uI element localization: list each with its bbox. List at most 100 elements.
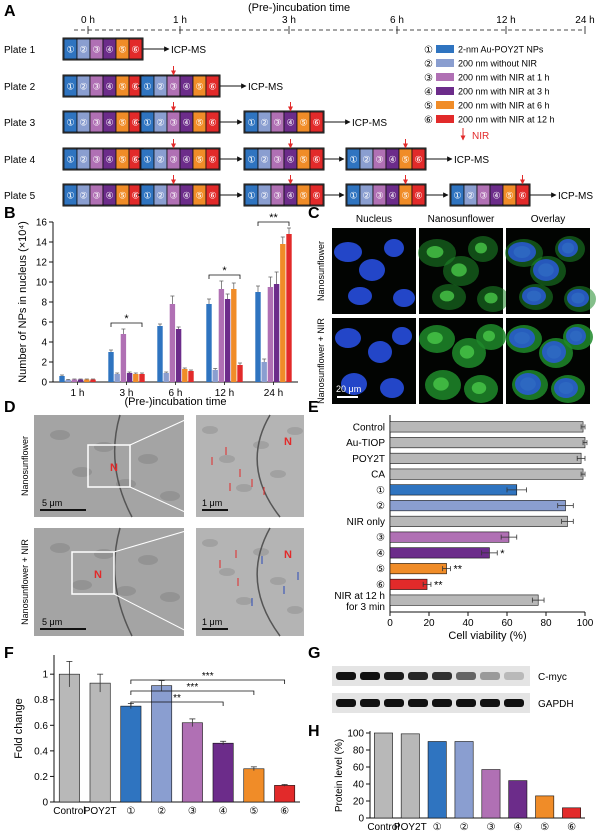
time-tick-label: 1 h [173, 15, 187, 26]
blot-band [360, 699, 380, 707]
well-label: ② [79, 82, 87, 92]
panel-b-bar-chart: 0 2 4 6 8 10 12 14 16 Number of NPs in nucleus (×… [17, 212, 298, 408]
texture [253, 548, 269, 556]
plate-label: Plate 4 [4, 155, 36, 166]
well-label: ③ [169, 118, 177, 128]
well-label: ⑥ [208, 118, 216, 128]
category-label: ⑤ [376, 564, 385, 575]
bar [562, 807, 581, 819]
blot-strip [332, 693, 530, 713]
well-label: ③ [375, 191, 383, 201]
well-label: ⑤ [401, 155, 409, 165]
y-tick-label: 20 [353, 797, 365, 808]
well-label: ④ [105, 45, 113, 55]
bar [89, 682, 111, 803]
panel-label-a: A [4, 3, 16, 20]
well [411, 184, 426, 206]
scale-bar-label: 20 μm [336, 384, 361, 394]
significance-bracket [257, 221, 290, 226]
x-tick-label: ④ [513, 822, 522, 833]
nucleus-stain [392, 327, 412, 345]
well-label: ① [66, 155, 74, 165]
green-signal [475, 242, 487, 254]
well-label: ② [79, 155, 87, 165]
texture [72, 580, 92, 590]
x-tick-label: 80 [540, 618, 552, 629]
bar [218, 289, 225, 382]
well-label: ① [247, 118, 255, 128]
x-tick-label: 60 [501, 618, 513, 629]
bar [120, 705, 142, 803]
row-label: Nanosunflower [316, 241, 326, 301]
well-label: ⑤ [195, 118, 203, 128]
well-label: ⑥ [208, 191, 216, 201]
green-signal [433, 377, 449, 391]
blot-band [480, 672, 500, 680]
bar [508, 780, 528, 819]
category-label: ③ [376, 533, 385, 544]
well-label: ⑥ [208, 155, 216, 165]
nucleus-stain [384, 239, 404, 257]
x-tick-label: ① [433, 822, 442, 833]
column-label: Overlay [531, 214, 565, 225]
well-label: ② [466, 191, 474, 201]
well-label: ① [349, 191, 357, 201]
well-label: ⑥ [131, 82, 139, 92]
well-label: ③ [169, 82, 177, 92]
bar [389, 500, 566, 512]
bar [389, 484, 518, 496]
bar [274, 785, 296, 803]
well-label: ③ [273, 118, 281, 128]
well-label: ④ [182, 191, 190, 201]
significance-bracket [208, 274, 241, 279]
bar [454, 741, 474, 819]
well-label: ② [260, 118, 268, 128]
bar [175, 329, 182, 382]
well-label: ① [247, 155, 255, 165]
well-label: ② [79, 45, 87, 55]
y-tick-label: 0.2 [34, 772, 48, 783]
well-label: ① [143, 155, 151, 165]
x-tick-label: ④ [219, 806, 228, 817]
legend-number: ⑥ [424, 115, 433, 126]
well [205, 184, 220, 206]
bar [280, 244, 286, 382]
scale-bar-label: 5 μm [42, 617, 62, 627]
well-label: ④ [105, 191, 113, 201]
y-tick-label: 80 [353, 746, 365, 757]
bar [84, 379, 90, 382]
nucleus-stain [515, 373, 541, 395]
well-label: ③ [273, 155, 281, 165]
nucleus-stain [359, 259, 385, 281]
well-label: ③ [169, 191, 177, 201]
well-label: ⑤ [195, 191, 203, 201]
y-axis-label: Number of NPs in nucleus (×10⁴) [17, 221, 29, 383]
well-label: ⑥ [131, 45, 139, 55]
nucleus-stain [368, 341, 392, 363]
x-tick-label: POY2T [84, 806, 117, 817]
blot-band [336, 672, 356, 680]
category-label: Au-TIOP [346, 438, 385, 449]
nucleus-stain [334, 242, 362, 262]
zoom-line [129, 486, 197, 518]
blot-band [384, 672, 404, 680]
scale-bar-label: 1 μm [202, 498, 222, 508]
blot-band [456, 699, 476, 707]
nucleus-stain [522, 287, 546, 305]
zoom-line [129, 414, 197, 446]
panel-label-h: H [308, 723, 320, 740]
well [205, 75, 220, 97]
well-label: ③ [169, 155, 177, 165]
bar [114, 374, 120, 382]
nuclear-envelope [256, 527, 281, 637]
nucleus-stain [566, 327, 586, 345]
well-label: ⑥ [312, 191, 320, 201]
bar [237, 365, 243, 382]
nucleus-stain [554, 378, 578, 398]
category-label: ⑥ [376, 580, 385, 591]
panel-label-e: E [308, 399, 319, 416]
texture [94, 549, 114, 559]
row-label: Nanosunflower + NIR [20, 539, 30, 625]
time-tick-label: 0 h [81, 15, 95, 26]
